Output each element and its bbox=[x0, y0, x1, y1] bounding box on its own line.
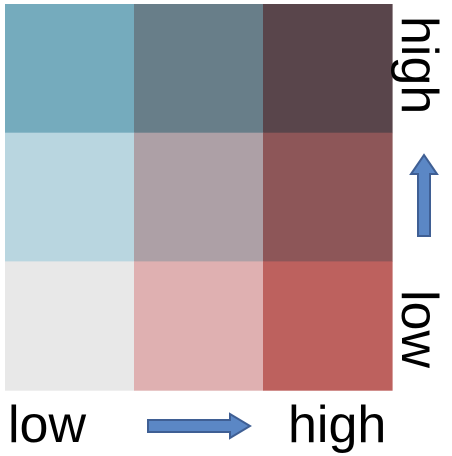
grid-cell-r1-c3 bbox=[263, 4, 393, 134]
y-axis-high-label: high bbox=[390, 16, 448, 114]
x-axis-high-label: high bbox=[288, 396, 386, 454]
grid-cell-r2-c1 bbox=[5, 132, 135, 262]
grid-cell-r1-c2 bbox=[134, 4, 264, 134]
grid-cell-r2-c3 bbox=[263, 132, 393, 262]
y-axis-arrow-icon bbox=[409, 153, 439, 237]
y-axis-low-label: low bbox=[390, 290, 448, 368]
x-axis-low-label: low bbox=[8, 396, 86, 454]
color-grid bbox=[5, 4, 393, 391]
grid-cell-r2-c2 bbox=[134, 132, 264, 262]
grid-cell-r3-c1 bbox=[5, 261, 135, 391]
x-axis-arrow-icon bbox=[147, 412, 252, 440]
grid-cell-r3-c3 bbox=[263, 261, 393, 391]
grid-cell-r3-c2 bbox=[134, 261, 264, 391]
grid-cell-r1-c1 bbox=[5, 4, 135, 134]
